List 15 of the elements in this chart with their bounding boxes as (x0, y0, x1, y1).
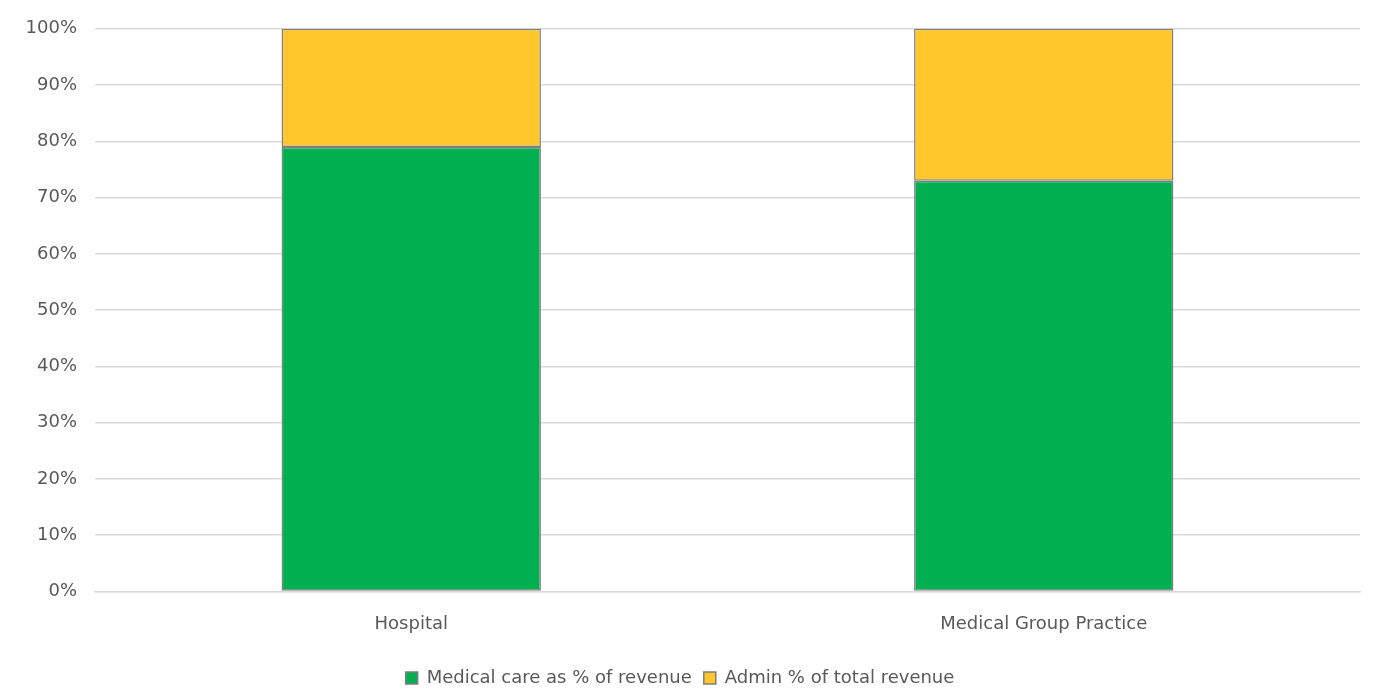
y-tick-label: 90% (36, 72, 77, 94)
y-tick-label: 30% (36, 410, 77, 432)
y-tick-label: 70% (36, 185, 77, 207)
y-tick-label: 50% (36, 297, 77, 319)
x-tick-label: Medical Group Practice (940, 611, 1148, 633)
y-tick-label: 100% (25, 16, 77, 38)
legend-label: Admin % of total revenue (724, 665, 955, 687)
y-tick-label: 80% (36, 128, 77, 150)
y-tick-label: 10% (36, 522, 77, 544)
y-tick-label: 60% (36, 241, 77, 263)
y-tick-label: 20% (36, 466, 77, 488)
legend-label: Medical care as % of revenue (426, 665, 692, 687)
y-tick-label: 40% (36, 354, 77, 376)
x-tick-label: Hospital (374, 611, 448, 633)
y-tick-label: 0% (48, 579, 77, 601)
